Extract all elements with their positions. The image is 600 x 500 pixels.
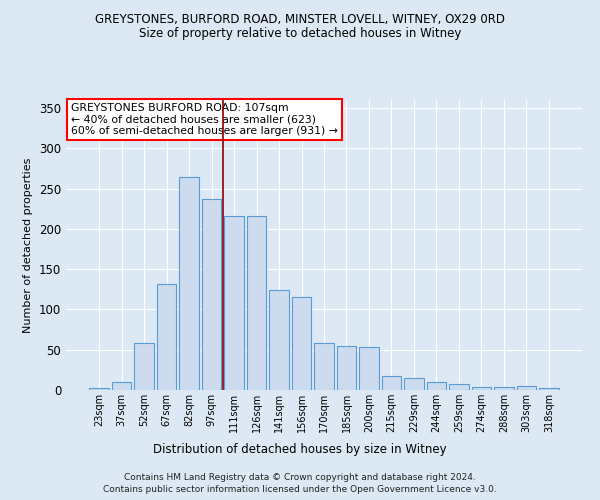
Bar bbox=[112, 382, 131, 390]
Text: GREYSTONES, BURFORD ROAD, MINSTER LOVELL, WITNEY, OX29 0RD: GREYSTONES, BURFORD ROAD, MINSTER LOVELL… bbox=[95, 12, 505, 26]
Bar bbox=[427, 382, 446, 390]
Bar bbox=[517, 386, 536, 390]
Text: Contains public sector information licensed under the Open Government Licence v3: Contains public sector information licen… bbox=[103, 485, 497, 494]
Bar bbox=[157, 284, 176, 390]
Bar bbox=[494, 387, 514, 390]
Bar bbox=[247, 216, 266, 390]
Bar bbox=[202, 199, 221, 390]
Bar bbox=[179, 176, 199, 390]
Bar bbox=[269, 290, 289, 390]
Bar bbox=[539, 388, 559, 390]
Bar bbox=[292, 298, 311, 390]
Bar bbox=[134, 344, 154, 390]
Text: Size of property relative to detached houses in Witney: Size of property relative to detached ho… bbox=[139, 28, 461, 40]
Bar bbox=[224, 216, 244, 390]
Text: Contains HM Land Registry data © Crown copyright and database right 2024.: Contains HM Land Registry data © Crown c… bbox=[124, 472, 476, 482]
Bar bbox=[472, 387, 491, 390]
Bar bbox=[314, 344, 334, 390]
Y-axis label: Number of detached properties: Number of detached properties bbox=[23, 158, 34, 332]
Text: GREYSTONES BURFORD ROAD: 107sqm
← 40% of detached houses are smaller (623)
60% o: GREYSTONES BURFORD ROAD: 107sqm ← 40% of… bbox=[71, 103, 338, 136]
Bar bbox=[404, 378, 424, 390]
Bar bbox=[89, 388, 109, 390]
Bar bbox=[382, 376, 401, 390]
Bar bbox=[359, 346, 379, 390]
Bar bbox=[337, 346, 356, 390]
Text: Distribution of detached houses by size in Witney: Distribution of detached houses by size … bbox=[153, 442, 447, 456]
Bar bbox=[449, 384, 469, 390]
